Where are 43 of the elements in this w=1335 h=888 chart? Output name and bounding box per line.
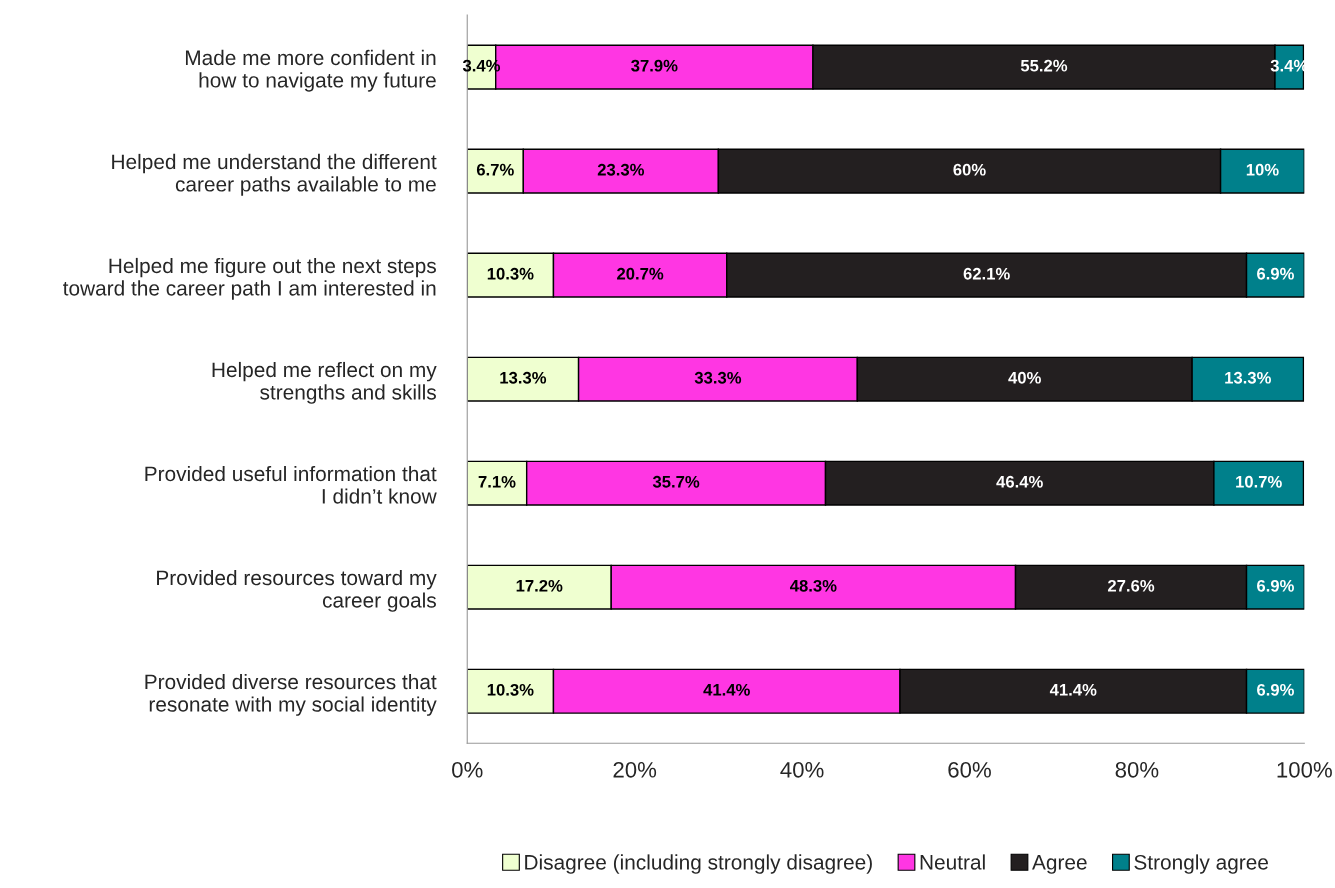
data-label: 10.3% xyxy=(487,267,534,280)
data-label: 33.3% xyxy=(694,371,742,384)
data-label: 13.3% xyxy=(500,371,547,384)
y-tick-label: Provided resources toward my career goals xyxy=(157,569,437,612)
y-tick-label: Provided diverse resources that resonate with my social identity xyxy=(145,673,437,716)
data-label: 48.3% xyxy=(789,579,837,592)
legend-label: Neutral xyxy=(920,854,985,870)
x-tick-label: 40% xyxy=(780,761,824,778)
data-label: 17.2% xyxy=(516,579,563,592)
data-label: 13.3% xyxy=(1225,371,1271,384)
data-label: 6.9% xyxy=(1257,683,1294,696)
x-tick-label: 60% xyxy=(948,761,991,778)
data-label: 20.7% xyxy=(617,267,664,280)
data-label: 6.7% xyxy=(476,163,514,176)
data-label: 40% xyxy=(1008,371,1041,384)
data-label: 10.3% xyxy=(487,683,534,696)
data-label: 55.2% xyxy=(1020,59,1068,72)
x-tick-label: 20% xyxy=(613,761,657,778)
legend-label: Strongly agree xyxy=(1134,854,1268,874)
data-label: 60% xyxy=(953,163,986,176)
x-tick-label: 100% xyxy=(1277,761,1332,778)
data-label: 6.9% xyxy=(1257,579,1294,592)
y-tick-label: Helped me understand the different career paths available to me xyxy=(112,153,437,196)
data-label: 10% xyxy=(1246,163,1279,176)
data-label: 41.4% xyxy=(703,683,750,696)
legend-label: Agree xyxy=(1032,855,1087,874)
x-tick-label: 0% xyxy=(452,761,483,778)
data-label: 27.6% xyxy=(1107,579,1155,592)
data-label: 41.4% xyxy=(1049,683,1097,696)
data-label: 46.4% xyxy=(996,475,1043,488)
data-label: 6.9% xyxy=(1257,267,1294,280)
legend-label: Disagree (including strongly disagree) xyxy=(525,854,872,874)
y-tick-label: Helped me figure out the next steps toward the career path I am interested in xyxy=(63,257,436,300)
x-tick-label: 80% xyxy=(1115,761,1159,778)
data-label: 23.3% xyxy=(597,163,645,176)
data-label: 10.7% xyxy=(1236,475,1282,488)
y-tick-label: Provided useful information that I didn’t know xyxy=(145,465,437,504)
y-tick-label: Helped me reflect on my strengths and skills xyxy=(212,361,437,404)
data-label: 35.7% xyxy=(652,475,700,488)
data-label: 62.1% xyxy=(963,267,1010,280)
data-label: 7.1% xyxy=(478,475,516,488)
y-tick-label: Made me more confident in how to navigate my future xyxy=(185,49,436,92)
data-label: 37.9% xyxy=(631,59,678,72)
